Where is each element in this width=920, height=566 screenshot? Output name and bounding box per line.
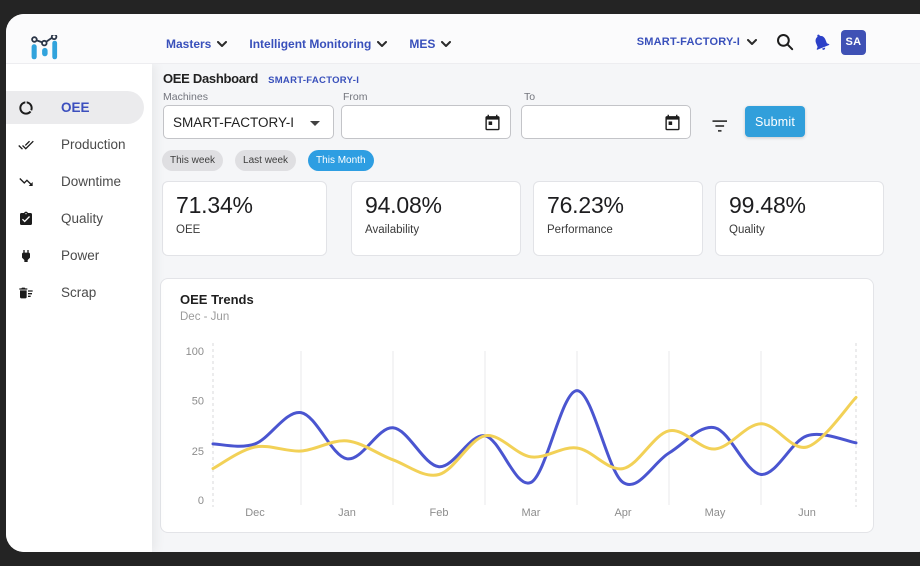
svg-text:May: May — [705, 507, 726, 519]
nav-label: Intelligent Monitoring — [249, 37, 372, 51]
stat-value: 76.23% — [547, 192, 624, 218]
app-window: Masters Intelligent Monitoring MES SMART… — [6, 14, 920, 552]
calendar-icon[interactable] — [484, 114, 501, 131]
page-title-row: OEE Dashboard SMART-FACTORY-I — [163, 71, 359, 86]
assignment-turned-in-icon — [20, 211, 32, 225]
stat-value: 71.34% — [176, 192, 253, 218]
oee-trends-card: OEE Trends Dec - Jun 0 25 50 100 Dec Jan Feb Ma… — [160, 278, 874, 533]
page-factory-tag: SMART-FACTORY-I — [268, 75, 360, 86]
svg-text:Jun: Jun — [798, 507, 816, 519]
top-header: Masters Intelligent Monitoring MES SMART… — [6, 14, 920, 64]
chip-last-week[interactable]: Last week — [235, 150, 297, 171]
svg-text:25: 25 — [192, 446, 204, 458]
active-item-highlight — [6, 91, 144, 124]
stat-card-quality: 99.48% Quality — [715, 181, 884, 256]
oee-trends-chart[interactable]: 0 25 50 100 Dec Jan Feb Mar Apr May Jun — [161, 279, 873, 532]
to-label: To — [524, 91, 536, 103]
sidebar-item-quality[interactable]: Quality — [6, 200, 152, 237]
avatar[interactable]: SA — [841, 29, 866, 55]
search-button[interactable] — [767, 24, 803, 60]
chart-subtitle: Dec - Jun — [180, 311, 230, 323]
sidebar-item-scrap[interactable]: Scrap — [6, 274, 152, 311]
sidebar-item-label: Power — [61, 248, 100, 263]
calendar-icon[interactable] — [664, 114, 681, 131]
main-content: OEE Dashboard SMART-FACTORY-I Machines S… — [152, 64, 920, 552]
from-date-field — [341, 105, 511, 139]
power-plug-icon — [22, 249, 30, 262]
from-label: From — [343, 91, 368, 103]
stat-label: Availability — [365, 224, 420, 236]
svg-text:Mar: Mar — [522, 507, 541, 519]
sidebar: OEE Production Downtime Quality — [6, 64, 152, 552]
filter-list-icon[interactable] — [712, 119, 728, 133]
machines-select-value: SMART-FACTORY-I — [173, 114, 295, 130]
chip-this-week[interactable]: This week — [162, 150, 224, 171]
factory-selector[interactable]: SMART-FACTORY-I — [637, 36, 757, 48]
delete-sweep-icon — [19, 287, 33, 298]
period-chips: This week Last week This Month — [162, 150, 374, 171]
sidebar-item-label: Production — [61, 137, 126, 152]
done-all-icon — [18, 140, 34, 150]
sidebar-item-label: Downtime — [61, 174, 122, 189]
submit-button[interactable]: Submit — [745, 106, 805, 137]
to-date-input[interactable] — [534, 114, 635, 130]
svg-text:Feb: Feb — [430, 507, 449, 519]
app-logo-icon — [31, 35, 58, 60]
page-title: OEE Dashboard — [163, 71, 259, 86]
stat-label: Performance — [547, 224, 613, 236]
trending-down-icon — [19, 177, 33, 186]
svg-text:0: 0 — [198, 495, 204, 507]
nav-item-intelligent-monitoring[interactable]: Intelligent Monitoring — [249, 37, 388, 51]
nav-item-mes[interactable]: MES — [409, 37, 452, 51]
svg-text:Jan: Jan — [338, 507, 356, 519]
sidebar-item-downtime[interactable]: Downtime — [6, 163, 152, 200]
from-date-input[interactable] — [354, 114, 455, 130]
sidebar-item-production[interactable]: Production — [6, 126, 152, 163]
chevron-down-icon — [217, 41, 228, 47]
stat-cards: 71.34% OEE 94.08% Availability 76.23% Pe… — [152, 181, 920, 256]
main-nav: Masters Intelligent Monitoring MES — [166, 14, 452, 64]
nav-label: Masters — [166, 37, 212, 51]
chevron-down-icon — [441, 41, 452, 47]
chip-this-month[interactable]: This Month — [308, 150, 374, 171]
machines-label: Machines — [163, 91, 208, 103]
chevron-down-icon — [377, 41, 388, 47]
stat-card-performance: 76.23% Performance — [533, 181, 703, 256]
stat-label: Quality — [729, 224, 765, 236]
nav-item-masters[interactable]: Masters — [166, 37, 228, 51]
search-icon — [777, 34, 794, 51]
svg-text:100: 100 — [186, 346, 204, 358]
svg-text:Dec: Dec — [245, 507, 265, 519]
select-caret-icon — [310, 121, 320, 126]
data-usage-icon — [19, 100, 33, 115]
notifications-button[interactable] — [803, 24, 839, 60]
svg-text:50: 50 — [192, 396, 204, 408]
sidebar-item-power[interactable]: Power — [6, 237, 152, 274]
header-right: SMART-FACTORY-I SA — [637, 14, 920, 64]
nav-label: MES — [409, 37, 436, 51]
machines-select[interactable]: SMART-FACTORY-I — [163, 105, 334, 139]
sidebar-item-label: OEE — [61, 100, 90, 115]
sidebar-item-label: Quality — [61, 211, 104, 226]
factory-selector-label: SMART-FACTORY-I — [636, 36, 740, 48]
stat-card-oee: 71.34% OEE — [162, 181, 327, 256]
to-date-field — [521, 105, 691, 139]
svg-text:Apr: Apr — [614, 507, 631, 519]
stat-card-availability: 94.08% Availability — [351, 181, 521, 256]
chart-title: OEE Trends — [180, 292, 254, 307]
stat-label: OEE — [176, 224, 201, 236]
sidebar-item-label: Scrap — [61, 285, 97, 300]
chevron-down-icon — [747, 39, 757, 45]
stat-value: 94.08% — [365, 192, 442, 218]
stat-value: 99.48% — [729, 192, 806, 218]
bell-icon — [815, 34, 830, 50]
sidebar-item-oee[interactable]: OEE — [6, 89, 152, 126]
